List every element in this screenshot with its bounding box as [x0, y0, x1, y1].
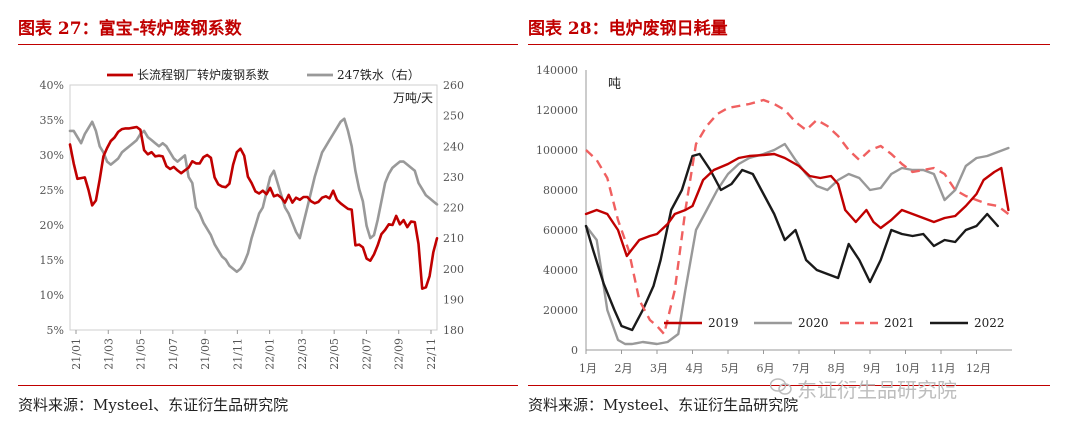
legend-label-scrap-ratio: 长流程钢厂转炉废钢系数 — [137, 67, 269, 82]
legend-label-2020: 2020 — [798, 316, 829, 330]
y-right-tick-label: 250 — [443, 110, 464, 123]
series-line-2020 — [584, 142, 1010, 346]
left-panel: 图表 27：富宝-转炉废钢系数 5% 10% 15% 20% 25% 30% 35% 40% 1… — [0, 0, 530, 437]
x-tick-label: 4月 — [686, 362, 704, 375]
x-tick-label: 21/03 — [102, 338, 115, 370]
series-line-hot-metal — [68, 117, 439, 274]
y-right-tick-label: 230 — [443, 171, 464, 184]
y-left-tick-label: 15% — [40, 254, 64, 267]
y-left-tick-label: 30% — [40, 149, 64, 162]
y-right-tick-label: 260 — [443, 79, 464, 92]
y-right-tick-label: 200 — [443, 263, 464, 276]
right-chart-title: 图表 28：电炉废钢日耗量 — [528, 19, 728, 39]
x-tick-label: 7月 — [792, 362, 810, 375]
y-right-tick-label: 240 — [443, 140, 464, 153]
y-right-tick-label: 190 — [443, 293, 464, 306]
x-tick-label: 22/05 — [328, 338, 341, 370]
y-left-tick-label: 10% — [40, 289, 64, 302]
y-left-tick-label: 35% — [40, 114, 64, 127]
x-tick-label: 6月 — [757, 362, 775, 375]
x-tick-label: 21/01 — [70, 338, 83, 370]
x-tick-label: 1月 — [579, 362, 597, 375]
x-tick-label: 10月 — [895, 362, 920, 375]
x-tick-label: 3月 — [650, 362, 668, 375]
legend-label-2022: 2022 — [974, 316, 1005, 330]
left-chart-svg: 5% 10% 15% 20% 25% 30% 35% 40% 180 190 200 210 220 23… — [40, 67, 464, 370]
series-line-2022 — [584, 152, 999, 332]
left-chart-title: 图表 27：富宝-转炉废钢系数 — [18, 19, 242, 39]
x-tick-label: 21/11 — [231, 338, 244, 370]
series-line-2019 — [584, 152, 1010, 258]
right-title-divider — [528, 44, 1050, 45]
x-tick-label: 21/05 — [135, 338, 148, 370]
x-tick-label: 22/11 — [425, 338, 438, 370]
y-tick-label: 80000 — [543, 184, 578, 197]
y-tick-label: 40000 — [543, 264, 578, 277]
x-tick-label: 12月 — [966, 362, 991, 375]
series-line-scrap-ratio — [68, 125, 439, 291]
y-right-tick-label: 210 — [443, 232, 464, 245]
y-tick-label: 20000 — [543, 304, 578, 317]
right-panel: 图表 28：电炉废钢日耗量 0 20000 40000 60000 80000 10000… — [528, 0, 1080, 437]
x-tick-label: 22/03 — [296, 338, 309, 370]
unit-label: 吨 — [608, 77, 621, 92]
x-tick-label: 21/09 — [199, 338, 212, 370]
x-tick-label: 22/01 — [264, 338, 277, 370]
x-tick-label: 11月 — [931, 362, 956, 375]
y-tick-label: 0 — [571, 344, 578, 357]
y-tick-label: 120000 — [536, 104, 578, 117]
y-left-tick-label: 5% — [47, 324, 64, 337]
plot-frame — [69, 84, 438, 331]
legend-label-2021: 2021 — [884, 316, 915, 330]
x-tick-label: 9月 — [863, 362, 881, 375]
y-tick-label: 100000 — [536, 144, 578, 157]
left-source-note: 资料来源：Mysteel、东证衍生品研究院 — [18, 396, 289, 414]
x-tick-label: 8月 — [828, 362, 846, 375]
y-left-tick-label: 25% — [40, 184, 64, 197]
legend-label-2019: 2019 — [708, 316, 739, 330]
x-tick-label: 5月 — [721, 362, 739, 375]
x-tick-label: 22/07 — [360, 338, 373, 370]
legend-label-hot-metal: 247铁水（右） — [337, 67, 420, 82]
right-source-note: 资料来源：Mysteel、东证衍生品研究院 — [528, 396, 799, 414]
y-right-tick-label: 220 — [443, 202, 464, 215]
y-tick-label: 60000 — [543, 224, 578, 237]
watermark-text: 东证衍生品研究院 — [797, 378, 957, 402]
y-right-tick-label: 180 — [443, 324, 464, 337]
y-tick-label: 140000 — [536, 64, 578, 77]
left-title-divider — [18, 44, 518, 45]
left-source-divider — [18, 385, 518, 386]
wechat-icon — [770, 378, 792, 395]
x-tick-label: 2月 — [615, 362, 633, 375]
y-left-tick-label: 40% — [40, 79, 64, 92]
unit-label: 万吨/天 — [393, 91, 433, 105]
y-left-tick-label: 20% — [40, 219, 64, 232]
x-tick-label: 22/09 — [393, 338, 406, 370]
right-chart-svg: 0 20000 40000 60000 80000 100000 120000 140000 1… — [536, 64, 1012, 375]
x-tick-label: 21/07 — [167, 338, 180, 370]
